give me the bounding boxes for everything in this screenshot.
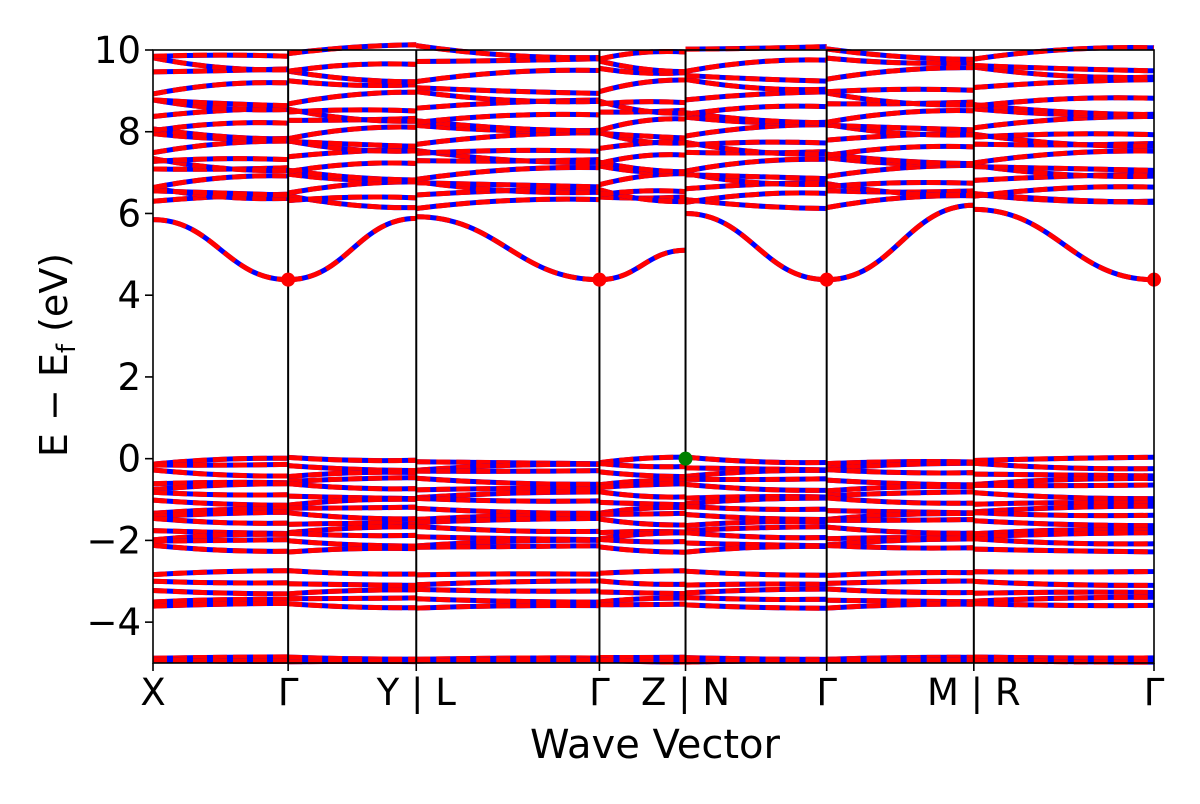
vbm-marker — [678, 451, 693, 466]
band-line-spin-up — [152, 536, 1155, 549]
y-tick-label: 0 — [117, 438, 141, 481]
band-line-spin-up — [152, 578, 1155, 588]
band-line-spin-up — [152, 495, 1155, 508]
band-line-spin-up — [152, 568, 1155, 579]
y-axis-label-unit: (eV) — [32, 253, 76, 344]
y-tick-label: 4 — [117, 274, 141, 317]
cbm-marker — [281, 272, 296, 287]
band-line-spin-up — [152, 594, 1155, 605]
x-axis: X Γ Y | L Γ Z | N Γ M | R Γ — [140, 663, 1165, 714]
band-line-spin-up — [152, 586, 1155, 597]
band-line-spin-up — [152, 489, 1155, 502]
band-line-spin-up — [152, 467, 1155, 480]
y-tick-label: 6 — [117, 192, 141, 235]
y-axis-label-subscript: f — [52, 343, 82, 353]
band-line-spin-up — [152, 503, 1155, 516]
band-line-spin-up — [152, 481, 1155, 494]
y-axis-label-main: E − E — [32, 353, 76, 457]
band-line-spin-up — [152, 202, 1155, 283]
kpoint-lines — [287, 50, 975, 663]
band-line-spin-up — [152, 171, 1155, 191]
band-line-spin-down — [152, 202, 1155, 283]
band-line-spin-up — [152, 76, 1155, 97]
y-tick-label: 2 — [117, 356, 141, 399]
band-line-spin-up — [152, 542, 1155, 555]
y-tick-label: 8 — [117, 111, 141, 154]
x-tick-label: Y | L — [376, 671, 457, 714]
band-line-spin-up — [152, 509, 1155, 523]
band-line-spin-up — [152, 475, 1155, 488]
y-axis: −4 −2 0 2 4 6 8 10 — [86, 29, 153, 644]
band-line-spin-up — [152, 524, 1155, 537]
band-line-spin-up — [152, 460, 1155, 474]
x-tick-label: Γ — [278, 671, 299, 714]
x-axis-label: Wave Vector — [530, 722, 781, 768]
x-tick-label: Z | N — [641, 671, 730, 714]
band-line-spin-up — [152, 55, 1155, 75]
band-line-spin-up — [152, 657, 1155, 665]
extrema-markers — [281, 272, 1161, 466]
bands-layer — [152, 42, 1155, 665]
x-tick-label: Γ — [816, 671, 837, 714]
y-axis-label: E − Ef (eV) — [32, 253, 82, 457]
band-line-spin-up — [152, 89, 1155, 109]
band-line-spin-up — [152, 454, 1155, 467]
band-line-spin-up — [152, 530, 1155, 543]
cbm-marker — [592, 272, 607, 287]
band-line-spin-up — [152, 42, 1155, 62]
x-tick-label: Γ — [589, 671, 610, 714]
x-tick-label: M | R — [927, 671, 1021, 714]
y-tick-label: −4 — [86, 601, 141, 644]
plot-frame — [152, 49, 1155, 664]
y-tick-label: −2 — [86, 519, 141, 562]
x-tick-label: Γ — [1144, 671, 1165, 714]
cbm-marker — [819, 272, 834, 287]
band-line-spin-up — [152, 515, 1155, 529]
x-tick-label: X — [140, 671, 165, 714]
band-line-spin-up — [152, 600, 1155, 611]
y-tick-label: 10 — [94, 29, 141, 72]
band-line-spin-up — [152, 64, 1155, 85]
